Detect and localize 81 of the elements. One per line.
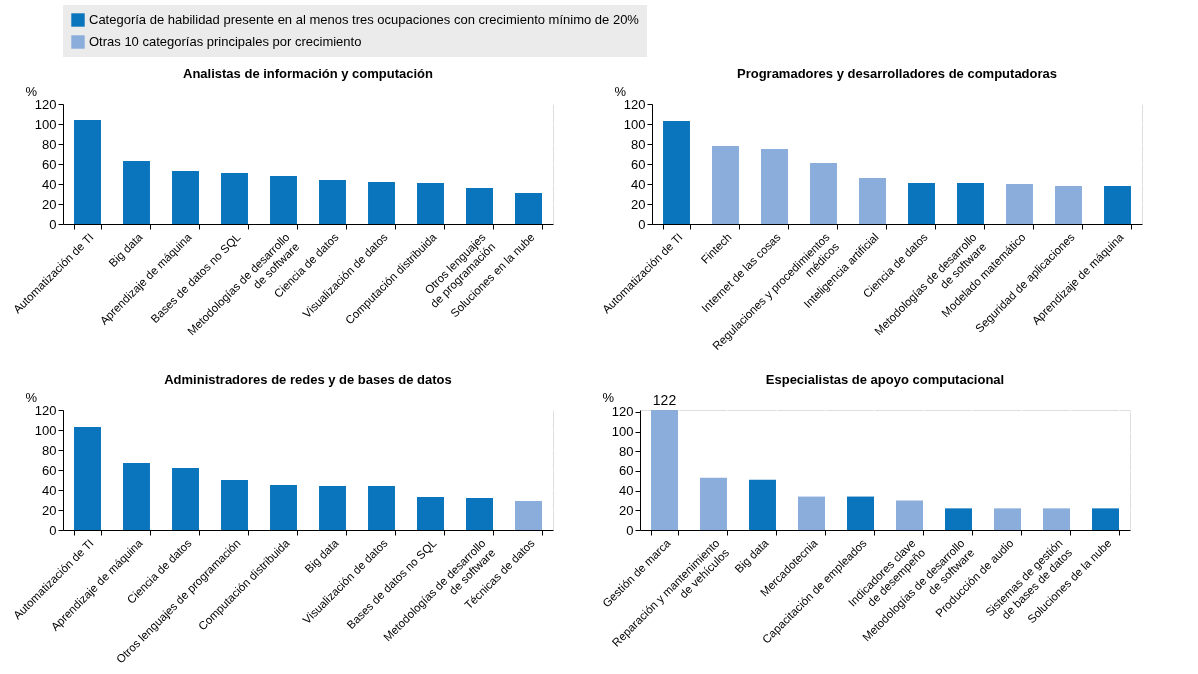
bar <box>417 183 444 224</box>
y-axis-title: % <box>25 83 38 99</box>
bar <box>172 468 199 530</box>
y-tick-label: 80 <box>631 136 646 152</box>
bar <box>270 485 297 530</box>
y-tick-label: 40 <box>631 176 646 192</box>
bar <box>221 480 248 530</box>
x-tick-label: Big data <box>302 536 342 576</box>
bar <box>74 427 101 530</box>
bar <box>221 173 248 224</box>
legend-label: Otras 10 categorías principales por crecimiento <box>89 34 362 49</box>
chart-title: Programadores y desarrolladores de computadoras <box>736 66 1058 81</box>
bar <box>798 496 825 530</box>
y-tick-label: 80 <box>42 136 57 152</box>
bar <box>1006 184 1033 224</box>
y-tick-label: 40 <box>42 176 57 192</box>
y-tick-label: 20 <box>631 196 646 212</box>
bar <box>700 477 727 530</box>
y-tick-label: 0 <box>638 216 646 232</box>
y-tick-label: 20 <box>42 502 57 518</box>
bar <box>319 486 346 530</box>
bar <box>417 497 444 530</box>
y-tick-label: 40 <box>619 483 634 499</box>
bar <box>515 501 542 530</box>
y-tick-label: 40 <box>42 482 57 498</box>
chart-title: Administradores de redes y de bases de datos <box>164 372 452 387</box>
bar <box>847 496 874 530</box>
bar <box>1104 186 1131 224</box>
bar <box>663 121 690 224</box>
bar <box>945 508 972 530</box>
y-tick-label: 80 <box>619 443 634 459</box>
bar <box>172 171 199 224</box>
bar <box>123 161 150 224</box>
bar <box>1043 508 1070 530</box>
bar <box>908 183 935 224</box>
y-tick-label: 60 <box>42 156 57 172</box>
bar <box>368 182 395 224</box>
bar <box>123 463 150 530</box>
bar <box>859 178 886 224</box>
bar <box>74 120 101 224</box>
y-tick-label: 120 <box>623 96 646 112</box>
bar <box>1092 508 1119 530</box>
y-tick-label: 20 <box>619 502 634 518</box>
y-tick-label: 120 <box>611 404 634 420</box>
y-tick-label: 80 <box>42 442 57 458</box>
y-tick-label: 100 <box>611 424 634 440</box>
bar <box>270 176 297 224</box>
y-tick-label: 0 <box>49 522 57 538</box>
bar <box>319 180 346 224</box>
bar <box>466 498 493 530</box>
y-tick-label: 0 <box>626 522 634 538</box>
y-tick-label: 20 <box>42 196 57 212</box>
bar <box>761 149 788 224</box>
bar <box>896 500 923 530</box>
y-axis-title: % <box>614 83 627 99</box>
x-tick-label: Big data <box>106 230 146 270</box>
bar <box>749 479 776 530</box>
bar <box>957 183 984 224</box>
bar <box>515 193 542 224</box>
y-tick-label: 100 <box>623 116 646 132</box>
y-tick-label: 60 <box>42 462 57 478</box>
bar <box>368 486 395 530</box>
bar <box>651 410 678 530</box>
chart-title: Especialistas de apoyo computacional <box>765 372 1005 387</box>
y-tick-label: 0 <box>49 216 57 232</box>
legend-label: Categoría de habilidad presente en al menos tres ocupaciones con crecimiento mínimo de 20% <box>89 12 640 27</box>
bar <box>466 188 493 224</box>
bar <box>1055 186 1082 224</box>
bar <box>994 508 1021 530</box>
chart-title: Analistas de información y computación <box>183 66 434 81</box>
bar <box>712 146 739 224</box>
y-tick-label: 100 <box>34 422 57 438</box>
y-tick-label: 120 <box>34 96 57 112</box>
y-tick-label: 100 <box>34 116 57 132</box>
data-label: 122 <box>652 392 677 408</box>
y-tick-label: 60 <box>631 156 646 172</box>
bar <box>810 163 837 224</box>
y-tick-label: 60 <box>619 463 634 479</box>
y-tick-label: 120 <box>34 402 57 418</box>
y-axis-title: % <box>25 389 38 405</box>
y-axis-title: % <box>602 389 615 405</box>
